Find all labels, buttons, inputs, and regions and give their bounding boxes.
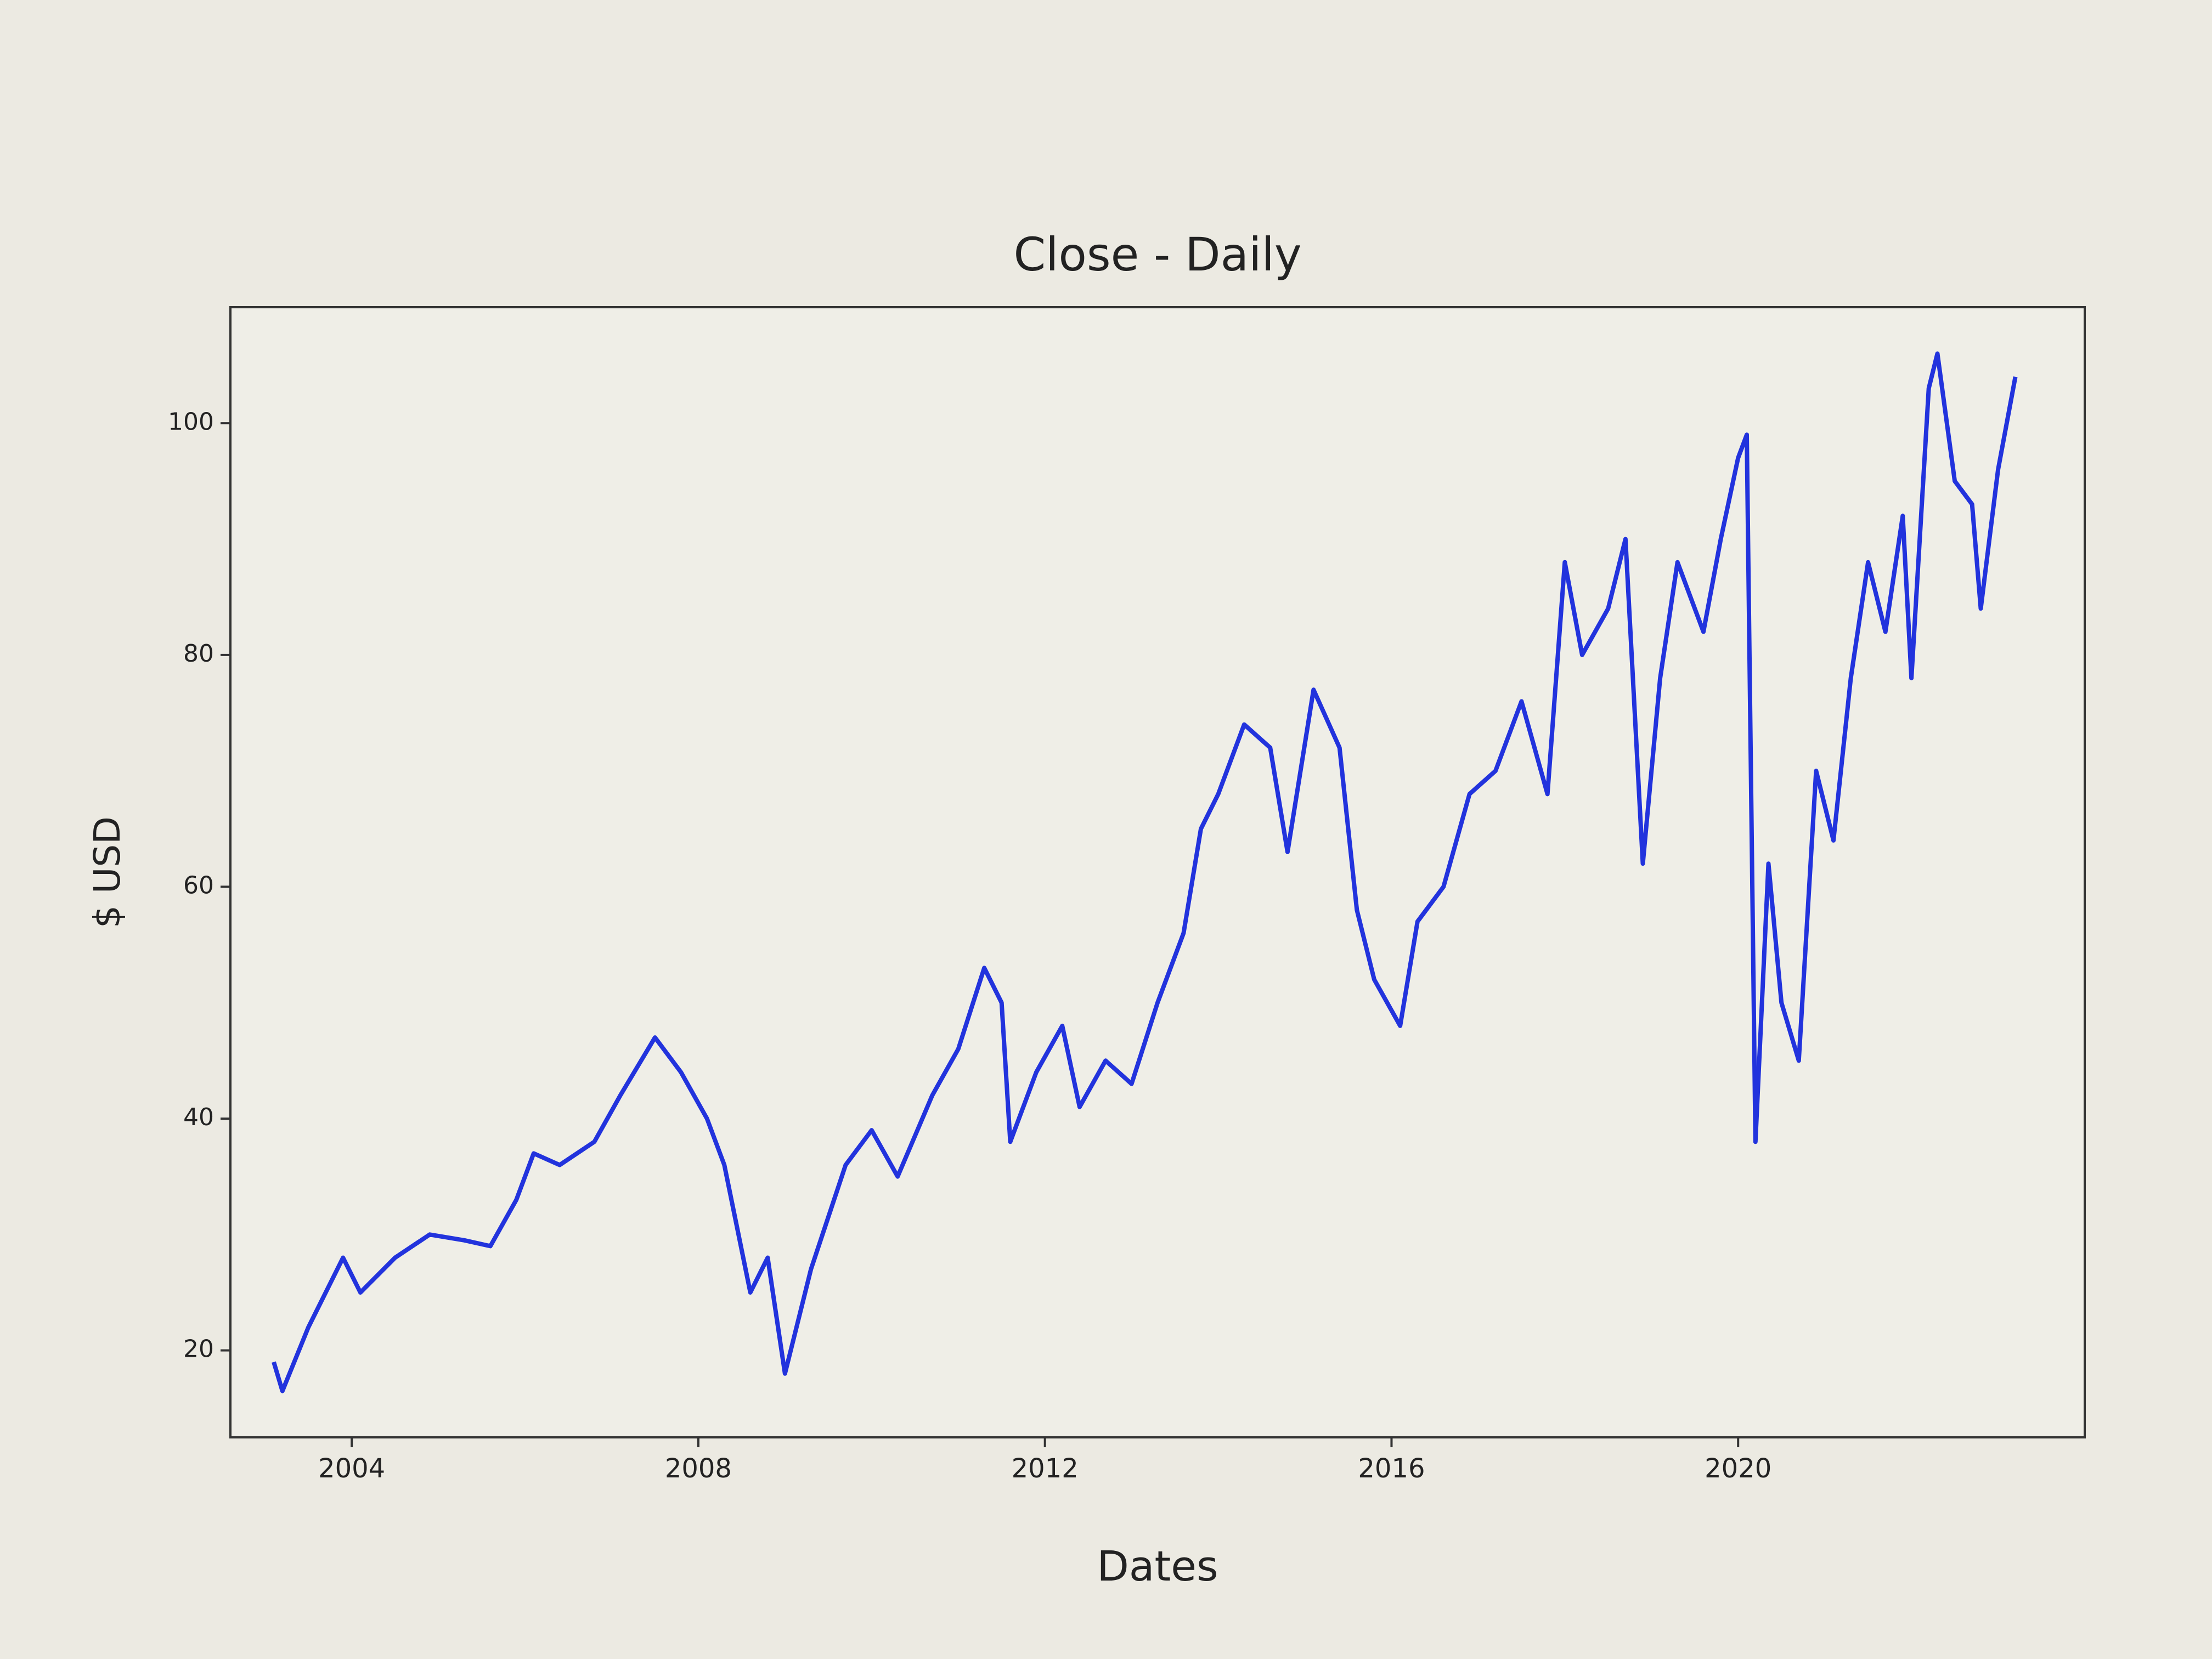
y-tick-label: 40: [183, 1103, 214, 1131]
y-tick-label: 80: [183, 640, 214, 668]
y-tick-label: 60: [183, 871, 214, 899]
chart-title: Close - Daily: [1013, 228, 1301, 281]
x-tick-label: 2008: [665, 1453, 732, 1484]
x-tick-label: 2016: [1358, 1453, 1425, 1484]
y-tick-label: 100: [168, 408, 214, 436]
plot-frame: [229, 306, 2086, 1438]
x-tick-label: 2012: [1012, 1453, 1079, 1484]
y-axis-label: $ USD: [86, 816, 128, 928]
y-tick-label: 20: [183, 1335, 214, 1363]
x-tick-label: 2004: [318, 1453, 385, 1484]
line-series: [272, 351, 2018, 1393]
x-axis-label: Dates: [1097, 1542, 1218, 1590]
x-tick-label: 2020: [1705, 1453, 1771, 1484]
